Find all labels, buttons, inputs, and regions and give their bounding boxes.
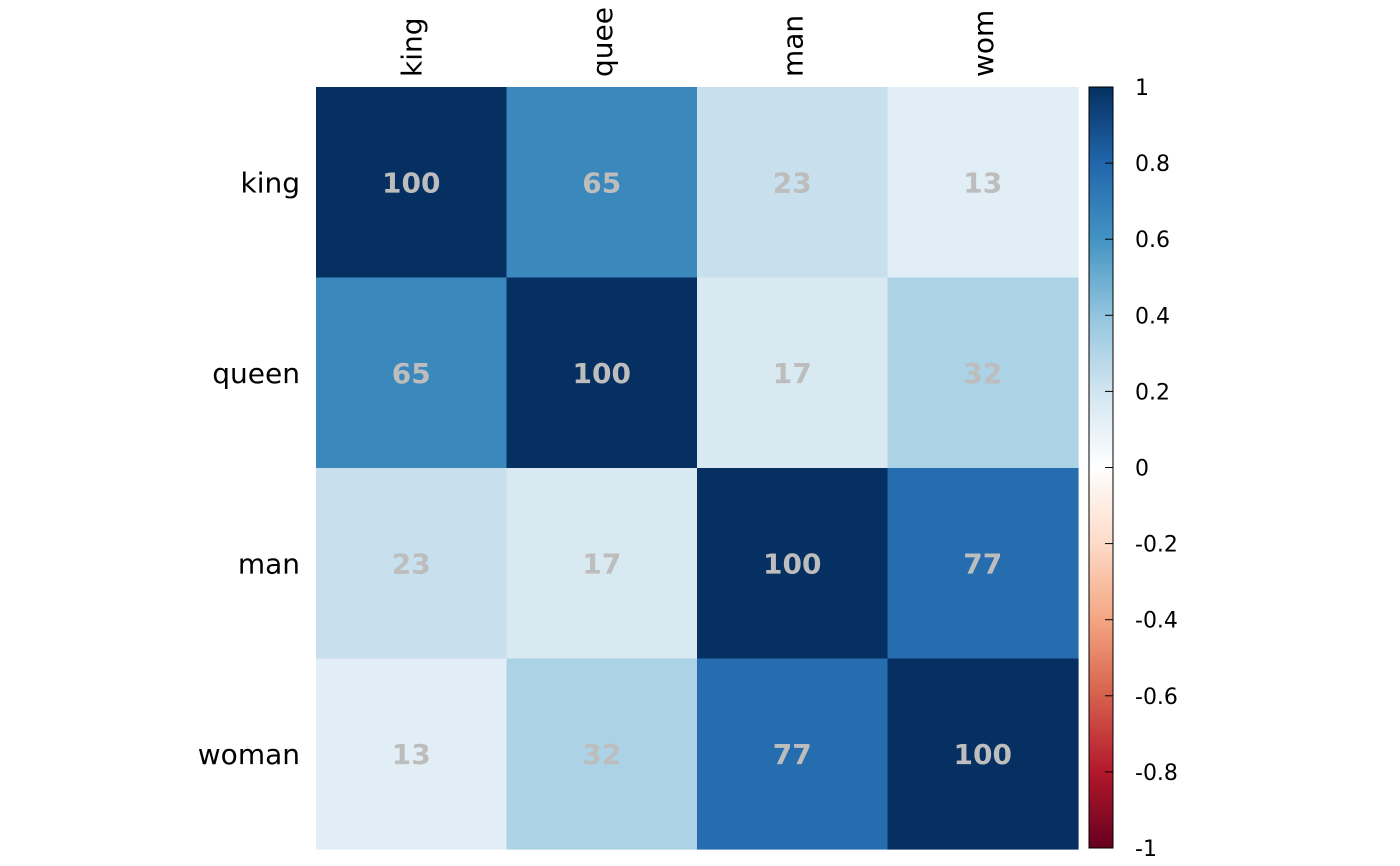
colorbar-tick-label: 0.8 xyxy=(1135,152,1170,177)
cell-value-label: 17 xyxy=(582,547,621,580)
cell-value-label: 23 xyxy=(392,547,431,580)
row-label: woman xyxy=(198,738,300,771)
heatmap-cell xyxy=(697,87,889,279)
row-label: queen xyxy=(212,357,300,390)
colorbar-tick-label: 0.2 xyxy=(1135,380,1170,405)
heatmap-cell xyxy=(316,468,508,660)
colorbar-tick-label: -1 xyxy=(1135,837,1157,862)
heatmap-cell xyxy=(887,277,1079,469)
cell-value-label: 100 xyxy=(954,738,1012,771)
column-labels: king quee man wom xyxy=(395,7,1000,77)
row-label: man xyxy=(238,547,300,580)
heatmap-cell xyxy=(697,277,889,469)
colorbar-tick-label: -0.2 xyxy=(1135,533,1178,558)
heatmap-cell xyxy=(887,468,1079,660)
cell-value-label: 23 xyxy=(773,166,812,199)
heatmap-cell xyxy=(697,468,889,660)
heatmap-cell xyxy=(506,277,698,469)
colorbar-tick-label: 0 xyxy=(1135,457,1149,482)
heatmap-cell xyxy=(316,658,508,850)
colorbar-tick-label: 1 xyxy=(1135,76,1149,101)
heatmap-cell xyxy=(697,658,889,850)
cell-value-label: 77 xyxy=(773,738,812,771)
heatmap-cell-labels: 100 65 23 13 65 100 17 32 23 17 100 77 13 32 77 100 xyxy=(382,166,1012,771)
cell-value-label: 32 xyxy=(582,738,621,771)
heatmap-cells xyxy=(316,87,1079,850)
colorbar-tick-label: 0.6 xyxy=(1135,228,1170,253)
cell-value-label: 100 xyxy=(573,357,631,390)
colorbar: 1 0.8 0.6 0.4 0.2 0 -0.2 -0.4 -0.6 -0.8 -1 xyxy=(1088,76,1178,862)
cell-value-label: 17 xyxy=(773,357,812,390)
heatmap-cell xyxy=(506,87,698,279)
cell-value-label: 13 xyxy=(392,738,431,771)
heatmap-cell xyxy=(887,87,1079,279)
cell-value-label: 100 xyxy=(382,166,440,199)
column-label: wom xyxy=(967,10,1000,77)
cell-value-label: 65 xyxy=(392,357,431,390)
colorbar-tick-label: 0.4 xyxy=(1135,304,1170,329)
column-label: man xyxy=(776,15,809,77)
row-label: king xyxy=(240,166,300,199)
heatmap-cell xyxy=(506,658,698,850)
cell-value-label: 13 xyxy=(963,166,1002,199)
colorbar-tick-label: -0.6 xyxy=(1135,685,1178,710)
heatmap-cell xyxy=(316,277,508,469)
cell-value-label: 32 xyxy=(963,357,1002,390)
column-label: quee xyxy=(586,7,619,77)
cell-value-label: 77 xyxy=(963,547,1002,580)
heatmap-cell xyxy=(506,468,698,660)
cell-value-label: 65 xyxy=(582,166,621,199)
heatmap-cell xyxy=(887,658,1079,850)
cell-value-label: 100 xyxy=(763,547,821,580)
colorbar-ticks: 1 0.8 0.6 0.4 0.2 0 -0.2 -0.4 -0.6 -0.8 -1 xyxy=(1105,76,1178,862)
column-label: king xyxy=(395,17,428,77)
colorbar-tick-label: -0.8 xyxy=(1135,761,1178,786)
heatmap-cell xyxy=(316,87,508,279)
row-labels: king queen man woman xyxy=(198,166,300,771)
colorbar-tick-label: -0.4 xyxy=(1135,609,1178,634)
